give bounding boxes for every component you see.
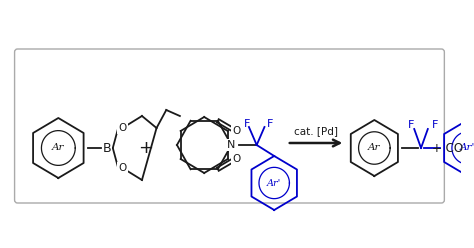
- Text: O: O: [118, 163, 127, 173]
- FancyBboxPatch shape: [15, 49, 444, 203]
- Text: N: N: [227, 140, 236, 150]
- Text: F: F: [431, 120, 438, 130]
- Text: Ar: Ar: [52, 144, 64, 153]
- Text: cat. [Pd]: cat. [Pd]: [294, 126, 338, 136]
- Text: O: O: [232, 154, 240, 164]
- Text: Ar': Ar': [460, 144, 474, 153]
- Text: O: O: [232, 126, 240, 136]
- Text: Ar': Ar': [267, 179, 282, 187]
- Text: O: O: [118, 123, 127, 133]
- Text: F: F: [244, 119, 250, 129]
- Text: Ar: Ar: [368, 144, 381, 153]
- Text: F: F: [267, 119, 273, 129]
- Text: B: B: [103, 142, 111, 155]
- Text: F: F: [408, 120, 414, 130]
- Text: + CO: + CO: [432, 142, 463, 155]
- Text: +: +: [138, 139, 154, 157]
